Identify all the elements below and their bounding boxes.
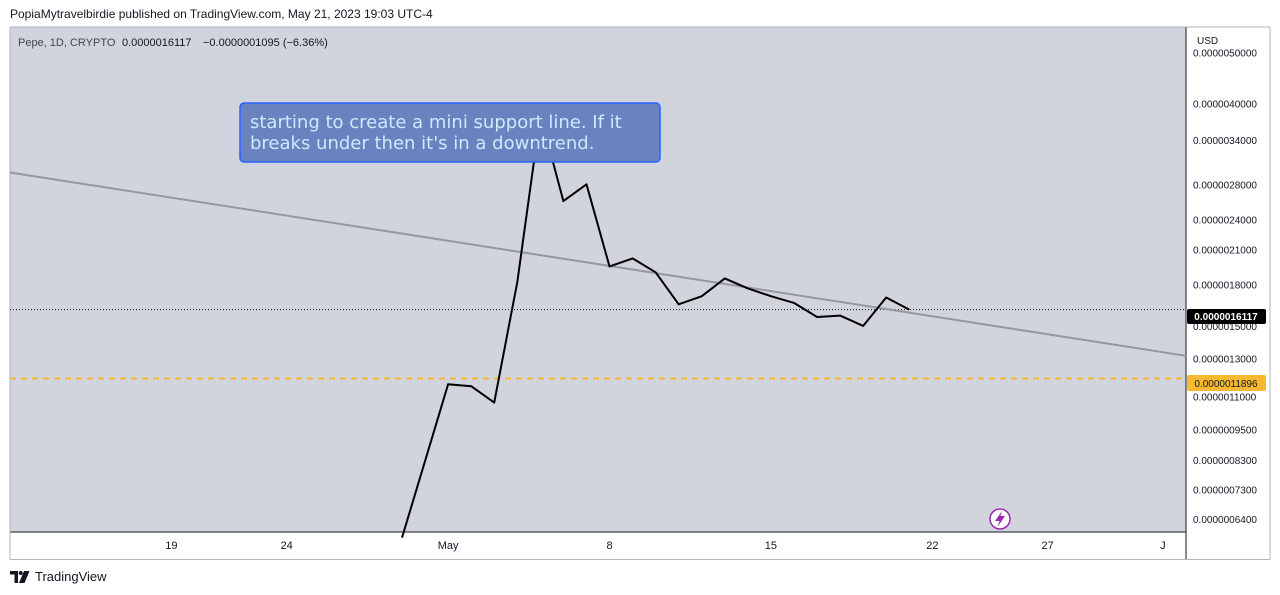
tradingview-logo-icon: [10, 570, 30, 583]
annotation-box[interactable]: [239, 102, 661, 163]
support-badge-text: 0.0000011896: [1194, 379, 1258, 390]
time-tick-label: 24: [281, 540, 293, 552]
last-price-badge: [1187, 309, 1266, 324]
price-tick-label: 0.0000013000: [1193, 354, 1257, 365]
support-badge: [1187, 375, 1266, 391]
time-tick-label: 8: [606, 540, 612, 552]
trendline[interactable]: [9, 171, 1187, 357]
price-tick-label: 0.0000018000: [1193, 281, 1257, 292]
price-tick-label: 0.0000024000: [1193, 215, 1257, 226]
price-tick-label: 0.0000007300: [1193, 485, 1257, 496]
time-tick-label: J: [1160, 540, 1166, 552]
flash-icon[interactable]: [989, 508, 1011, 530]
price-tick-label: 0.0000011000: [1193, 392, 1257, 403]
currency-label: USD: [1197, 36, 1218, 47]
last-price-badge-text: 0.0000016117: [1194, 312, 1258, 323]
time-tick-label: 15: [765, 540, 777, 552]
price-tick-label: 0.0000028000: [1193, 180, 1257, 191]
annotation-text-line-2: breaks under then it's in a downtrend.: [250, 133, 594, 154]
price-tick-label: 0.0000050000: [1193, 49, 1257, 60]
price-scale-pane[interactable]: [1186, 27, 1270, 532]
footer-brand[interactable]: TradingView: [10, 569, 107, 584]
symbol-name[interactable]: Pepe, 1D, CRYPTO: [18, 37, 116, 49]
time-tick-label: 27: [1041, 540, 1053, 552]
time-tick-label: May: [438, 540, 459, 552]
price-axis-labels: 0.0000050000 0.0000040000 0.0000034000 0.00…: [1193, 49, 1257, 527]
tradingview-brand-text: TradingView: [35, 569, 107, 584]
price-series-line[interactable]: [401, 114, 910, 538]
price-tick-label: 0.0000015000: [1193, 322, 1257, 333]
time-tick-label: 19: [165, 540, 177, 552]
symbol-last-value: 0.0000016117: [122, 37, 192, 49]
price-tick-label: 0.0000006400: [1193, 515, 1257, 526]
price-tick-label: 0.0000021000: [1193, 246, 1257, 257]
price-tick-label: 0.0000009500: [1193, 426, 1257, 437]
price-tick-label: 0.0000008300: [1193, 456, 1257, 467]
publisher-header: PopiaMytravelbirdie published on Trading…: [10, 7, 433, 21]
time-tick-label: 22: [926, 540, 938, 552]
annotation-text-line-1: starting to create a mini support line. …: [250, 112, 622, 133]
price-tick-label: 0.0000040000: [1193, 99, 1257, 110]
symbol-change: −0.0000001095 (−6.36%): [203, 37, 328, 49]
time-axis-labels: 19 24 May 8 15 22 27 J: [165, 540, 1165, 552]
price-tick-label: 0.0000034000: [1193, 136, 1257, 147]
